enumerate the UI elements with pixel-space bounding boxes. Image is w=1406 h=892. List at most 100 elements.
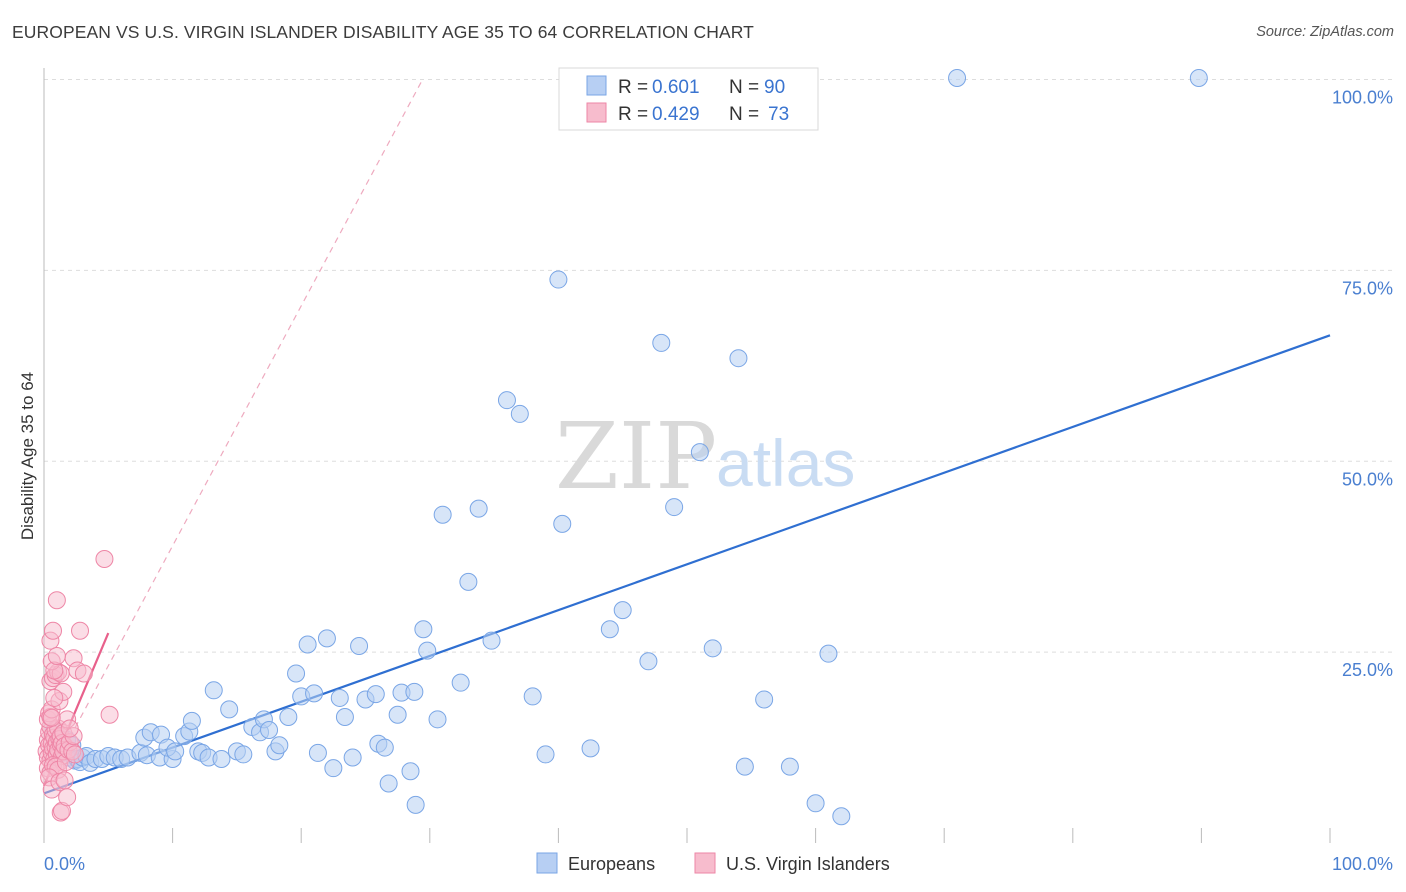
chart-source: Source: ZipAtlas.com (1256, 24, 1394, 40)
point-europeans (1189, 69, 1208, 87)
point-europeans (553, 514, 572, 533)
point-virgin (55, 771, 74, 790)
point-europeans (451, 673, 470, 692)
point-europeans (406, 795, 425, 814)
point-virgin (42, 708, 61, 727)
x-tick-label: 0.0% (44, 854, 85, 874)
point-europeans (690, 443, 709, 462)
point-europeans (433, 505, 452, 524)
point-europeans (948, 69, 967, 87)
point-europeans (469, 499, 488, 518)
point-europeans (379, 774, 398, 793)
point-europeans (401, 762, 420, 781)
point-europeans (832, 807, 851, 826)
point-europeans (729, 349, 748, 368)
point-virgin (100, 705, 119, 724)
point-europeans (418, 641, 437, 660)
y-tick-label: 50.0% (1342, 469, 1393, 489)
legend-swatch-europeans (586, 75, 607, 96)
point-europeans (335, 708, 354, 727)
x-tick-label: 100.0% (1332, 854, 1393, 874)
watermark: ZIP atlas (555, 403, 855, 510)
legend-n-value-1: 90 (764, 77, 785, 98)
y-tick-label: 25.0% (1342, 660, 1393, 680)
legend-r-value-1: 0.601 (652, 77, 700, 98)
y-tick-labels: 25.0% 50.0% 75.0% 100.0% (1332, 88, 1393, 681)
gridlines (44, 79, 1392, 653)
x-tick-labels: 0.0% 100.0% (44, 854, 1393, 874)
point-virgin (65, 745, 84, 764)
legend-r-value-2: 0.429 (652, 104, 700, 125)
point-europeans (366, 685, 385, 704)
point-europeans (600, 620, 619, 639)
point-europeans (405, 682, 424, 701)
point-europeans (298, 635, 317, 654)
point-europeans (220, 700, 239, 719)
legend-r-label-2: R = (618, 104, 648, 125)
point-virgin (45, 688, 64, 707)
point-europeans (234, 745, 253, 764)
point-europeans (166, 742, 185, 761)
point-europeans (388, 705, 407, 724)
point-europeans (428, 710, 447, 729)
bottom-legend-virgin: U.S. Virgin Islanders (726, 854, 890, 874)
point-europeans (613, 601, 632, 620)
point-europeans (287, 664, 306, 683)
legend-n-label-2: N = (729, 104, 759, 125)
data-points (37, 69, 1208, 826)
point-europeans (755, 690, 774, 709)
point-europeans (324, 759, 343, 778)
point-europeans (806, 794, 825, 813)
trendline-virgin-extended (43, 77, 424, 787)
point-europeans (819, 644, 838, 663)
point-europeans (639, 652, 658, 671)
point-europeans (735, 757, 754, 776)
point-europeans (652, 333, 671, 352)
point-virgin (44, 621, 63, 640)
point-europeans (270, 736, 289, 755)
point-europeans (510, 404, 529, 423)
watermark-zip: ZIP (555, 403, 717, 510)
point-europeans (703, 639, 722, 658)
y-axis-title: Disability Age 35 to 64 (18, 372, 37, 540)
bottom-legend-swatch-europeans (536, 852, 558, 874)
point-europeans (497, 391, 516, 410)
watermark-atlas: atlas (716, 426, 855, 500)
point-europeans (523, 687, 542, 706)
point-europeans (305, 684, 324, 703)
point-virgin (47, 591, 66, 610)
point-europeans (482, 631, 501, 650)
point-virgin (95, 549, 114, 568)
point-europeans (414, 620, 433, 639)
bottom-legend-europeans: Europeans (568, 854, 655, 874)
point-europeans (665, 498, 684, 517)
point-europeans (317, 629, 336, 648)
bottom-legend: Europeans U.S. Virgin Islanders (536, 852, 890, 874)
bottom-legend-swatch-virgin (694, 852, 716, 874)
legend-n-value-2: 73 (768, 104, 789, 125)
point-europeans (780, 757, 799, 776)
point-europeans (204, 681, 223, 700)
point-europeans (549, 270, 568, 289)
point-europeans (375, 738, 394, 757)
point-virgin (60, 719, 79, 738)
point-europeans (350, 637, 369, 656)
point-europeans (536, 745, 555, 764)
legend-box: R = 0.601 N = 90 R = 0.429 N = 73 (558, 67, 819, 131)
point-virgin (58, 788, 77, 807)
point-virgin (47, 646, 66, 665)
point-virgin (74, 664, 93, 683)
point-europeans (260, 721, 279, 740)
point-europeans (459, 572, 478, 591)
legend-n-label-1: N = (729, 77, 759, 98)
point-europeans (308, 743, 327, 762)
point-europeans (182, 711, 201, 730)
y-tick-label: 100.0% (1332, 88, 1393, 108)
point-europeans (343, 748, 362, 767)
point-europeans (330, 688, 349, 707)
legend-swatch-virgin (586, 102, 607, 123)
chart-title: EUROPEAN VS U.S. VIRGIN ISLANDER DISABIL… (12, 22, 754, 42)
legend-r-label-1: R = (618, 77, 648, 98)
point-europeans (581, 739, 600, 758)
